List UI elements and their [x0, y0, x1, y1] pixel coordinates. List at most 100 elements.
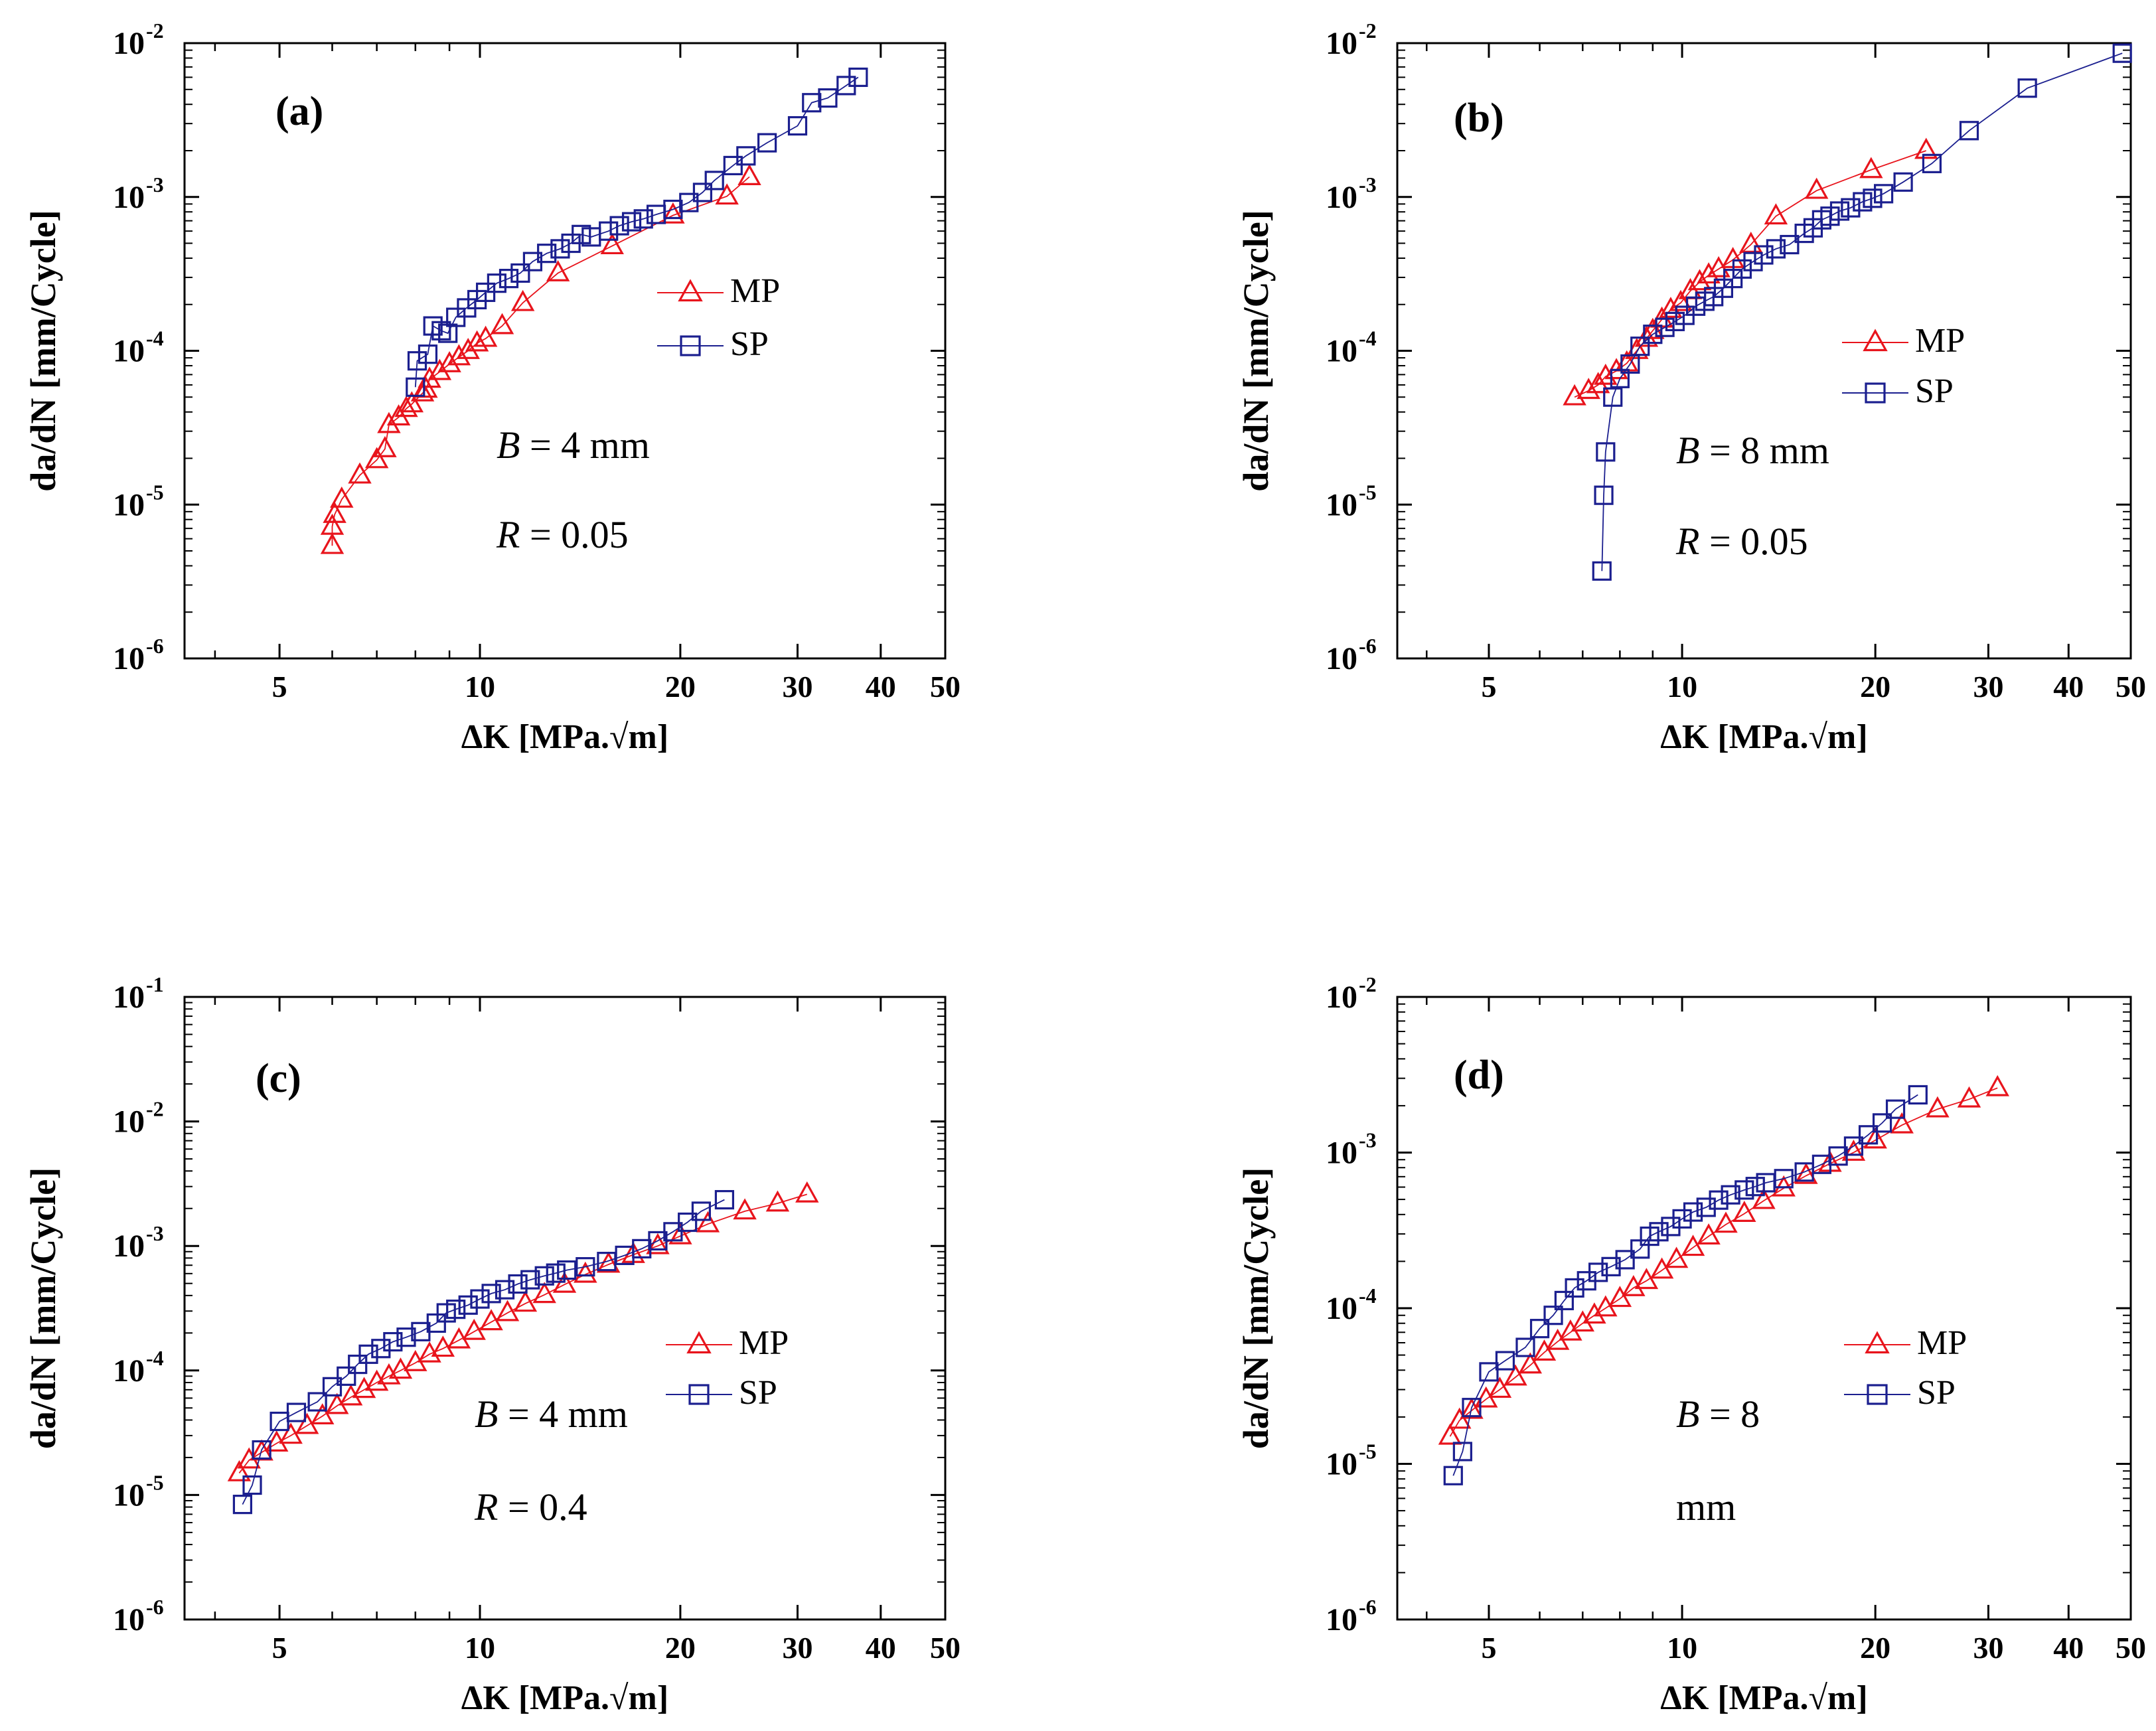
series-line-mp — [1449, 1087, 1998, 1437]
data-point-sp — [348, 1354, 368, 1375]
data-point-sp — [848, 67, 868, 88]
y-tick-exponent: -3 — [146, 173, 164, 196]
x-tick-label: 5 — [272, 670, 287, 704]
annotation-symbol: B — [475, 1392, 498, 1436]
annotation-symbol: B — [497, 423, 520, 467]
data-point-mp — [373, 435, 397, 457]
data-point-mp — [668, 1223, 692, 1244]
y-tick-exponent: -3 — [1359, 1128, 1377, 1152]
x-tick-label: 50 — [930, 1631, 961, 1665]
data-point-mp — [495, 1300, 520, 1321]
legend-label-mp: MP — [739, 1324, 789, 1362]
series-sp — [1592, 43, 2132, 581]
data-point-sp — [1732, 259, 1752, 279]
data-point-sp — [663, 199, 683, 220]
data-point-sp — [1565, 1278, 1584, 1298]
data-point-mp — [1641, 317, 1665, 339]
data-point-mp — [1577, 378, 1600, 400]
data-point-sp — [1922, 153, 1942, 173]
data-point-mp — [1804, 177, 1829, 199]
y-tick-label: 10 — [113, 641, 145, 676]
data-point-sp — [1858, 1125, 1879, 1145]
x-tick-label: 40 — [2053, 1631, 2084, 1665]
data-point-sp — [396, 1327, 416, 1347]
data-point-sp — [1780, 234, 1800, 255]
data-point-sp — [1828, 1146, 1848, 1166]
data-point-sp — [1588, 1262, 1608, 1282]
y-tick-exponent: -5 — [1359, 480, 1377, 504]
annotation: R = 0.4 — [474, 1485, 587, 1529]
data-point-mp — [1733, 1201, 1756, 1222]
panel-label: (c) — [256, 1056, 301, 1101]
data-point-mp — [696, 1211, 720, 1233]
data-point-mp — [661, 202, 685, 224]
data-point-sp — [307, 1392, 327, 1412]
y-tick-label: 10 — [113, 334, 145, 369]
y-tick-exponent: -4 — [1359, 1284, 1377, 1308]
data-point-sp — [1620, 354, 1640, 374]
y-tick-label: 10 — [113, 180, 145, 215]
data-point-sp — [426, 1313, 446, 1333]
annotation-value: = 4 mm — [498, 1392, 627, 1436]
x-tick-label: 10 — [465, 1631, 495, 1665]
data-point-sp — [1554, 1290, 1574, 1311]
data-point-sp — [242, 1475, 262, 1495]
data-point-mp — [320, 532, 345, 554]
data-point-mp — [733, 1198, 757, 1220]
y-tick-exponent: -2 — [146, 1097, 164, 1121]
annotation-value: = 0.4 — [498, 1485, 587, 1529]
data-point-mp — [348, 462, 372, 484]
data-point-mp — [715, 183, 739, 205]
legend-marker-mp — [1865, 1331, 1890, 1354]
data-point-mp — [462, 1318, 486, 1340]
data-point-sp — [322, 1377, 343, 1396]
annotation-value: = 8 — [1699, 1392, 1760, 1436]
y-tick-label: 10 — [1326, 641, 1357, 676]
data-point-sp — [1872, 1113, 1892, 1133]
legend-marker-mp — [686, 1331, 712, 1354]
data-point-mp — [364, 447, 389, 469]
series-sp — [1443, 1085, 1928, 1485]
data-point-sp — [371, 1339, 391, 1359]
data-point-sp — [572, 224, 591, 244]
data-point-mp — [1739, 232, 1763, 253]
x-tick-label: 30 — [783, 1631, 813, 1665]
data-point-sp — [1601, 1256, 1621, 1276]
data-point-mp — [437, 350, 461, 372]
y-tick-exponent: -5 — [146, 480, 164, 504]
plot-frame — [1396, 996, 2132, 1621]
data-point-mp — [646, 1233, 670, 1254]
data-point-sp — [802, 93, 822, 113]
data-point-sp — [252, 1440, 271, 1460]
x-axis-title: ΔK [MPa.√m] — [1660, 1679, 1867, 1717]
data-point-mp — [1608, 1286, 1632, 1308]
data-point-sp — [692, 183, 713, 202]
data-point-sp — [232, 1495, 253, 1515]
y-axis-title: da/dN [mm/Cycle] — [1236, 210, 1276, 491]
annotation: B = 8 mm — [1676, 429, 1829, 472]
data-point-sp — [704, 171, 724, 190]
annotation: B = 8 — [1676, 1392, 1760, 1436]
legend-label-sp: SP — [730, 325, 769, 363]
data-point-mp — [1794, 1162, 1818, 1184]
data-point-sp — [1908, 1085, 1928, 1105]
y-tick-label: 10 — [1326, 1602, 1357, 1637]
x-tick-label: 20 — [665, 1631, 696, 1665]
x-axis-title: ΔK [MPa.√m] — [1660, 718, 1867, 756]
series-sp — [406, 67, 868, 397]
legend-marker-sp — [688, 1384, 710, 1405]
data-point-sp — [1529, 1319, 1550, 1339]
legend-label-sp: SP — [1915, 372, 1954, 410]
data-point-sp — [1745, 1177, 1765, 1197]
series-line-sp — [414, 76, 859, 388]
data-point-sp — [1754, 245, 1774, 265]
data-point-mp — [1669, 289, 1693, 311]
annotation: B = 4 mm — [475, 1392, 628, 1436]
y-tick-exponent: -6 — [1359, 1595, 1377, 1619]
y-tick-label: 10 — [113, 1229, 145, 1264]
data-point-sp — [787, 115, 808, 136]
data-point-mp — [1634, 1268, 1659, 1290]
